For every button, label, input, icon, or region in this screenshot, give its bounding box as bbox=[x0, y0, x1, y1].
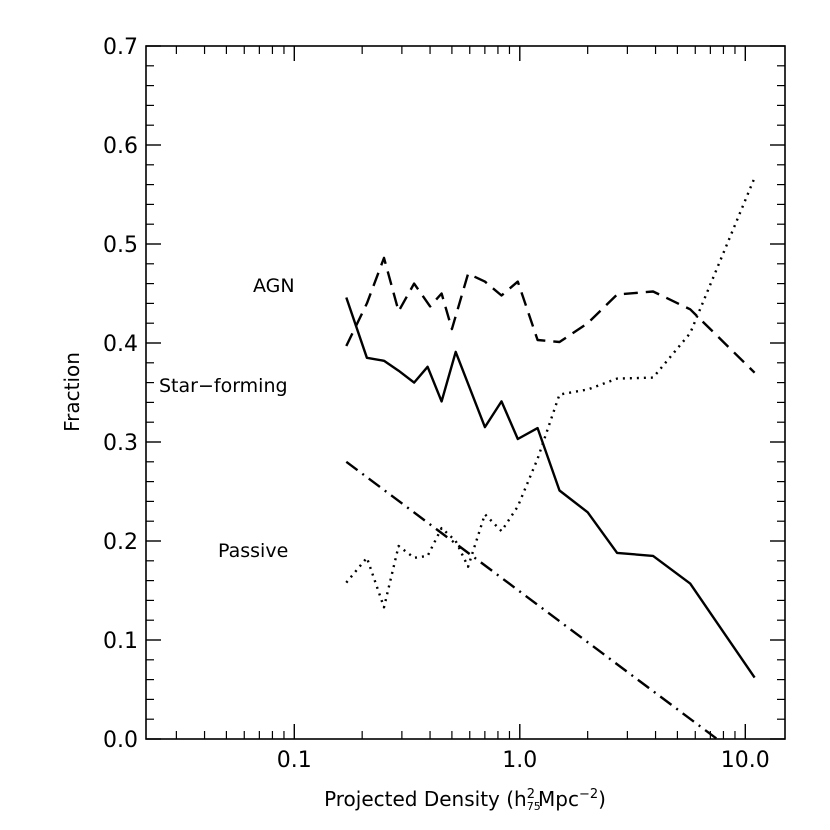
plot-frame-group bbox=[145, 45, 786, 740]
y-tick-label: 0.2 bbox=[103, 530, 138, 555]
annotation-agn: AGN bbox=[253, 275, 295, 297]
series-layer bbox=[345, 177, 756, 740]
series-line-agn bbox=[345, 256, 756, 374]
y-tick-label: 0.3 bbox=[103, 431, 138, 456]
x-tick-label: 1.0 bbox=[502, 748, 537, 773]
x-tick-label: 10.0 bbox=[721, 748, 770, 773]
y-tick-label: 0.4 bbox=[103, 332, 138, 357]
axis-ticks bbox=[146, 45, 785, 740]
series-line-star-forming bbox=[345, 297, 756, 679]
series-annotations: AGN Star−forming Passive bbox=[159, 275, 295, 562]
y-tick-label: 0.1 bbox=[103, 629, 138, 654]
series-line-passive bbox=[345, 177, 756, 609]
tick-labels: 0.0 0.1 0.2 0.3 0.4 0.5 0.6 0.7 0.1 1.0 10.0 bbox=[103, 35, 770, 773]
y-tick-label: 0.7 bbox=[103, 35, 138, 60]
y-tick-label: 0.0 bbox=[103, 728, 138, 753]
x-tick-label: 0.1 bbox=[277, 748, 312, 773]
series-line-dash-dot bbox=[345, 460, 718, 740]
plot-frame bbox=[145, 45, 786, 740]
annotation-passive: Passive bbox=[218, 540, 288, 562]
y-tick-label: 0.5 bbox=[103, 233, 138, 258]
y-tick-label: 0.6 bbox=[103, 134, 138, 159]
annotation-star-forming: Star−forming bbox=[159, 375, 288, 397]
x-axis-title: Projected Density (h752 Mpc−2) bbox=[324, 787, 606, 813]
y-axis-title: Fraction bbox=[60, 352, 84, 432]
